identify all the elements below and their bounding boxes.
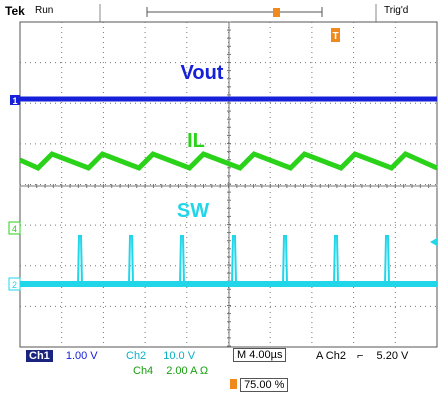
trigger-source: A Ch2 (316, 350, 346, 362)
ch1-scale: 1.00 V (65, 350, 98, 362)
timebase-value: M 4.00µs (233, 348, 287, 362)
ch1-name: Ch1 (26, 350, 53, 362)
svg-text:2: 2 (12, 280, 17, 290)
sw-label: SW (177, 200, 209, 222)
trigger-position-value: 75.00 % (240, 378, 289, 392)
il-trace (18, 151, 439, 171)
trigger-state: Trig'd (384, 5, 409, 16)
ch1-readout[interactable]: Ch1 1.00 V (26, 350, 98, 362)
trigger-readout[interactable]: A Ch2 ⌐ 5.20 V (316, 350, 408, 362)
svg-text:1: 1 (12, 96, 17, 106)
trigger-position-icon (230, 379, 237, 389)
trigger-marker-icon: T (331, 28, 340, 42)
falling-edge-icon: ⌐ (357, 350, 364, 362)
ch4-readout[interactable]: Ch4 2.00 A Ω (133, 365, 208, 377)
ch1-marker[interactable]: 1 (10, 95, 20, 106)
trigger-marker-letter: T (332, 31, 338, 42)
ch4-marker[interactable]: 4 (8, 221, 21, 235)
timebase-readout[interactable]: M 4.00µs (233, 348, 287, 362)
brand-label: Tek (5, 4, 25, 18)
ch4-name: Ch4 (133, 365, 154, 377)
ch2-marker[interactable]: 2 (8, 277, 21, 291)
trigger-level-arrow-icon (430, 238, 437, 246)
trigger-level: 5.20 V (376, 350, 409, 362)
vout-label: Vout (181, 62, 224, 84)
svg-text:4: 4 (12, 224, 17, 234)
ch4-scale: 2.00 A Ω (166, 365, 209, 377)
ch2-readout[interactable]: Ch2 10.0 V (126, 350, 195, 362)
run-state: Run (35, 5, 54, 16)
trigger-position-top-icon (273, 8, 280, 17)
ch2-name: Ch2 (126, 350, 147, 362)
ch2-scale: 10.0 V (163, 350, 196, 362)
trigger-position-readout[interactable]: 75.00 % (230, 378, 289, 392)
status-bar: Tek Run Trig'd (0, 0, 439, 22)
record-view-bar (99, 4, 377, 22)
graticule (19, 21, 438, 348)
il-label: IL (187, 130, 205, 152)
